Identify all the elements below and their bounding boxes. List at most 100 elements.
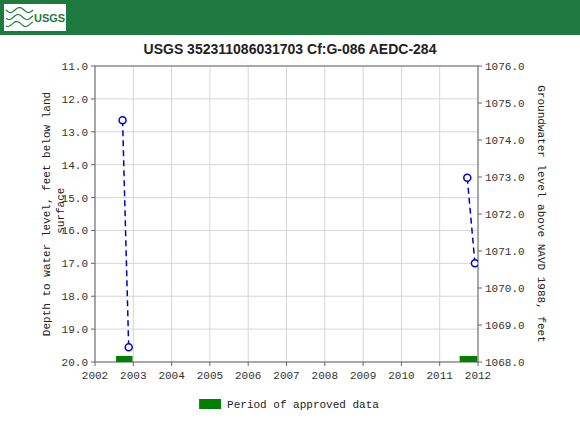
y-axis-label: Depth to water level, feet below land su…: [41, 92, 67, 336]
approved-period-bar: [116, 356, 132, 362]
tick: [209, 362, 210, 366]
grid-line: [439, 66, 440, 362]
tick-label: 2005: [197, 370, 223, 382]
tick: [478, 288, 482, 289]
tick-label: 1074.0: [485, 135, 525, 147]
tick-label: 11.0: [62, 61, 88, 73]
logo-wave: [6, 22, 33, 27]
tick-label: 2003: [120, 370, 146, 382]
grid-line: [95, 98, 478, 99]
tick: [478, 140, 482, 141]
tick: [133, 362, 134, 366]
grid-line: [95, 197, 478, 198]
tick: [439, 362, 440, 366]
data: [116, 117, 478, 362]
tick: [95, 362, 96, 366]
tick-label: 1068.0: [485, 357, 525, 369]
grid-line: [95, 263, 478, 264]
tick-label: 2008: [312, 370, 338, 382]
tick: [478, 103, 482, 104]
legend-swatch: [199, 399, 221, 409]
tick: [478, 325, 482, 326]
tick: [401, 362, 402, 366]
plot-frame: [95, 66, 478, 362]
background: [0, 0, 580, 430]
chart: USGS USGS 352311086031703 Cf:G-086 AEDC-2…: [0, 0, 580, 430]
tick: [478, 177, 482, 178]
tick-label: 1070.0: [485, 283, 525, 295]
title: USGS 352311086031703 Cf:G-086 AEDC-284: [144, 41, 437, 57]
approved-period-bar: [460, 356, 478, 362]
series-line: [467, 178, 475, 264]
tick: [91, 98, 95, 99]
header: USGS: [0, 0, 580, 35]
tick: [478, 251, 482, 252]
tick-label: 1072.0: [485, 209, 525, 221]
tick: [171, 362, 172, 366]
tick: [91, 263, 95, 264]
header-bar: [0, 0, 580, 35]
tick: [478, 214, 482, 215]
tick-label: 1069.0: [485, 320, 525, 332]
tick: [91, 230, 95, 231]
tick-label: 2012: [465, 370, 491, 382]
grid-line: [286, 66, 287, 362]
grid-line: [95, 131, 478, 132]
tick-label: 2010: [388, 370, 414, 382]
tick-label: 2009: [350, 370, 376, 382]
tick: [91, 131, 95, 132]
tick-label: 1071.0: [485, 246, 525, 258]
y2-axis-label: Groundwater level above NAVD 1988, feet: [535, 85, 547, 342]
tick: [91, 329, 95, 330]
tick: [478, 362, 482, 363]
grid-line: [209, 66, 210, 362]
tick-label: 2004: [158, 370, 185, 382]
tick: [286, 362, 287, 366]
tick: [248, 362, 249, 366]
grid-line: [248, 66, 249, 362]
tick: [363, 362, 364, 366]
grid-line: [171, 66, 172, 362]
legend-label: Period of approved data: [227, 399, 379, 411]
tick-label: 14.0: [62, 160, 88, 172]
logo-text: USGS: [34, 12, 65, 24]
tick: [478, 362, 479, 366]
tick: [91, 164, 95, 165]
tick-label: 1075.0: [485, 98, 525, 110]
grid-line: [95, 164, 478, 165]
tick-label: 2007: [273, 370, 299, 382]
tick-label: 18.0: [62, 291, 88, 303]
grid-line: [133, 66, 134, 362]
y-axis-label-line: Depth to water level, feet below land: [41, 92, 53, 336]
tick-label: 2006: [235, 370, 261, 382]
grid-line: [95, 296, 478, 297]
grid-line: [95, 329, 478, 330]
grid-line: [363, 66, 364, 362]
tick-label: 1076.0: [485, 61, 525, 73]
axes: 2002 2003 2004 2005 2006 2007 2008 2009 2010 2011…: [62, 61, 525, 382]
tick: [324, 362, 325, 366]
tick: [478, 66, 482, 67]
logo-box: [4, 4, 66, 31]
logo-wave: [6, 15, 33, 20]
point: [119, 117, 126, 124]
series-line: [123, 120, 129, 347]
tick-label: 17.0: [62, 258, 88, 270]
tick: [91, 66, 95, 67]
y-axis-label-line: surface: [55, 188, 67, 241]
tick: [91, 362, 95, 363]
grid-line: [324, 66, 325, 362]
tick-label: 2002: [82, 370, 108, 382]
point: [125, 344, 132, 351]
point: [464, 174, 471, 181]
grid-line: [95, 230, 478, 231]
legend: Period of approved data: [199, 399, 379, 411]
tick: [91, 296, 95, 297]
grid-line: [401, 66, 402, 362]
tick-label: 2011: [426, 370, 453, 382]
grid: [95, 66, 478, 362]
tick-label: 19.0: [62, 324, 88, 336]
point: [471, 260, 478, 267]
tick-label: 1073.0: [485, 172, 525, 184]
tick-label: 20.0: [62, 357, 88, 369]
